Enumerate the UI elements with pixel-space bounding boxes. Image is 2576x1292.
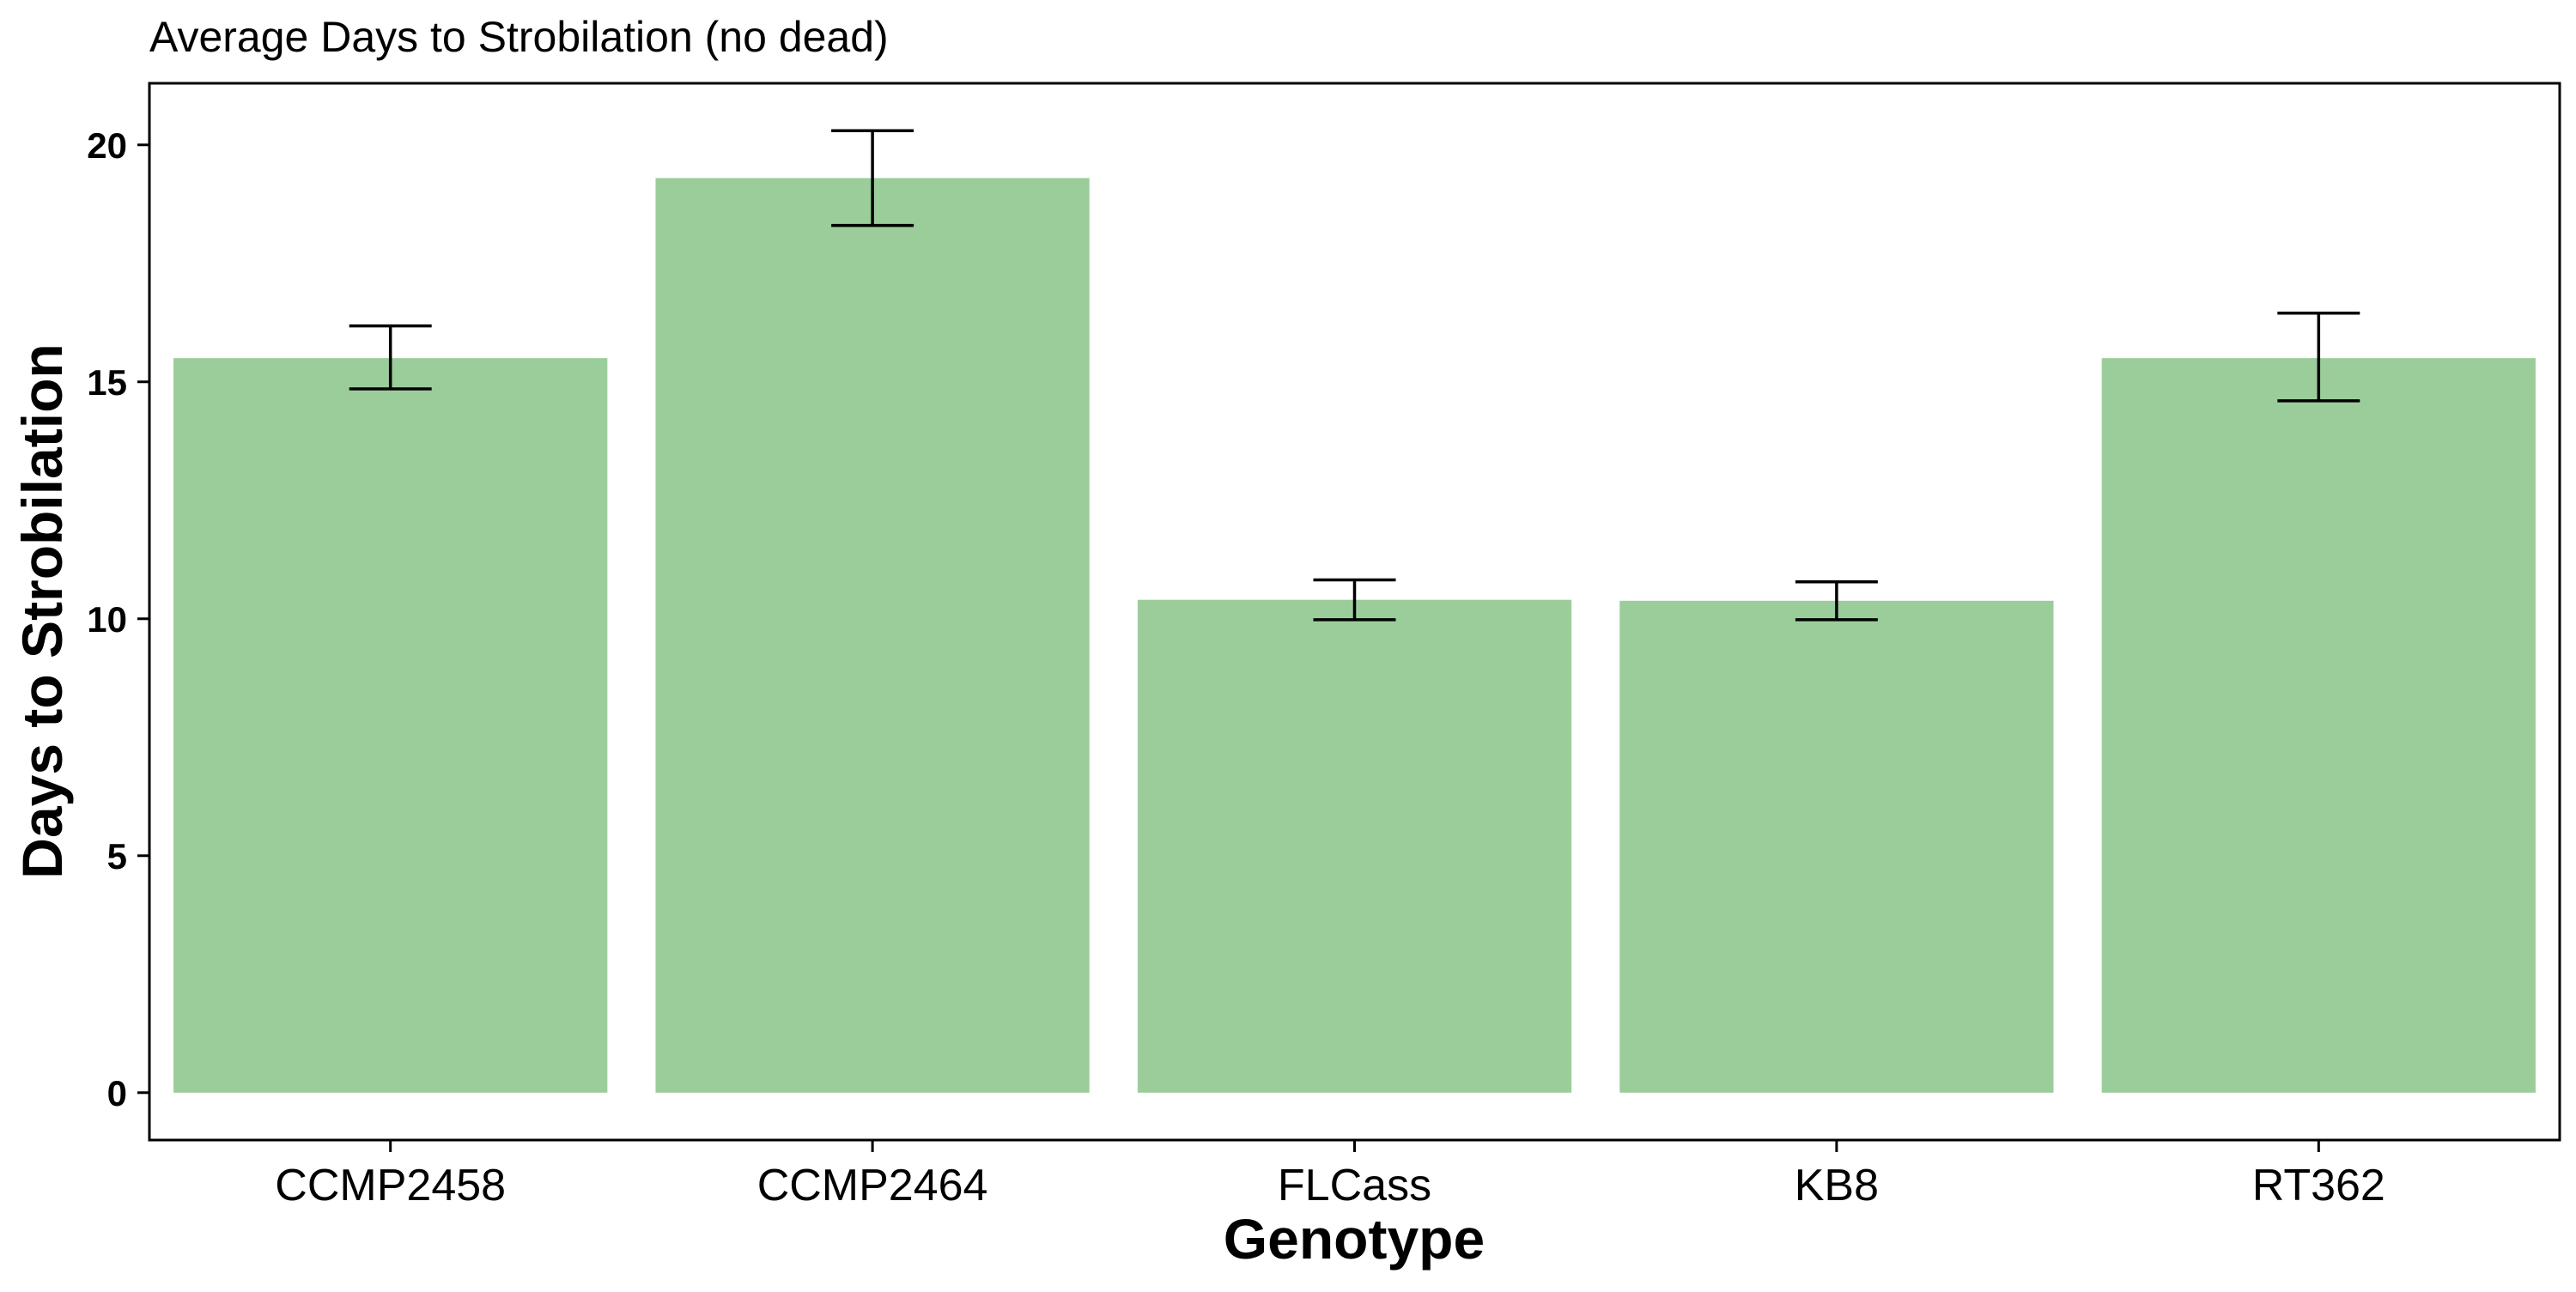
y-tick-label-0: 0: [107, 1073, 127, 1113]
chart-title: Average Days to Strobilation (no dead): [149, 13, 889, 61]
error-bar-ccmp2458: [349, 324, 432, 391]
y-tick-label-20: 20: [87, 125, 127, 166]
x-axis-title: Genotype: [1224, 1207, 1485, 1271]
bar-rt362: [2101, 358, 2536, 1093]
error-bar-ccmp2464: [831, 129, 914, 227]
bar-flcass: [1137, 599, 1572, 1093]
bar-ccmp2458: [173, 358, 608, 1093]
x-tick-label-kb8: KB8: [1795, 1161, 1879, 1210]
x-tick-label-rt362: RT362: [2252, 1161, 2385, 1210]
bar-ccmp2464: [655, 178, 1090, 1093]
error-bars-layer: [349, 129, 2360, 622]
x-tick-label-ccmp2458: CCMP2458: [275, 1161, 506, 1210]
error-bar-rt362: [2277, 311, 2360, 403]
y-tick-label-5: 5: [107, 836, 127, 876]
bar-kb8: [1619, 600, 2054, 1093]
x-tick-label-ccmp2464: CCMP2464: [757, 1161, 988, 1210]
bars-layer: [173, 178, 2536, 1093]
y-tick-label-10: 10: [87, 599, 127, 640]
y-axis-title: Days to Strobilation: [10, 343, 74, 878]
error-bar-kb8: [1795, 579, 1878, 622]
y-axis: 0 5 10 15 20: [87, 125, 149, 1113]
x-tick-label-flcass: FLCass: [1278, 1161, 1431, 1210]
error-bar-flcass: [1313, 578, 1396, 622]
y-tick-label-15: 15: [87, 362, 127, 403]
x-axis: CCMP2458 CCMP2464 FLCass KB8 RT362: [275, 1140, 2385, 1210]
